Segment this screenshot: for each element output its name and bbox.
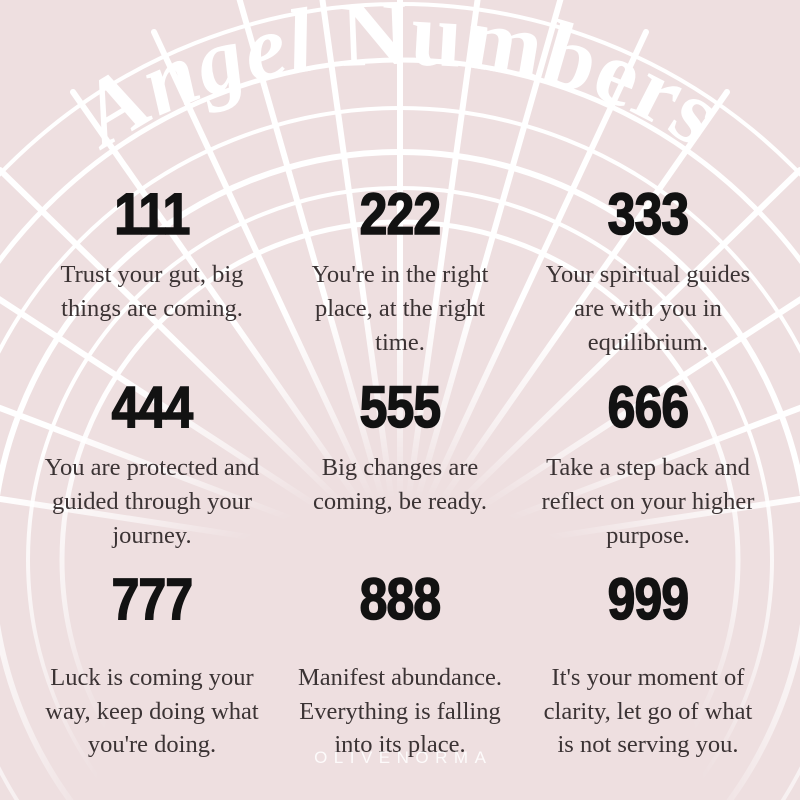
angel-number-cell: 444 You are protected and guided through… xyxy=(32,359,272,552)
angel-number-value: 555 xyxy=(359,375,442,441)
angel-number-cell: 777 Luck is coming your way, keep doing … xyxy=(32,553,272,762)
angel-number-value: 999 xyxy=(607,566,690,632)
angel-number-value: 888 xyxy=(359,566,442,632)
angel-number-cell: 999 It's your moment of clarity, let go … xyxy=(528,553,768,762)
angel-number-meaning: Take a step back and reflect on your hig… xyxy=(541,454,755,549)
angel-number-grid: 111 Trust your gut, big things are comin… xyxy=(32,182,768,762)
angel-number-value: 777 xyxy=(111,566,194,632)
poster-title: Angel Numbers xyxy=(0,0,800,200)
angel-number-cell: 333 Your spiritual guides are with you i… xyxy=(528,182,768,359)
angel-number-meaning: Trust your gut, big things are coming. xyxy=(60,261,244,322)
angel-number-meaning: You are protected and guided through you… xyxy=(44,454,260,549)
angel-number-cell: 888 Manifest abundance. Everything is fa… xyxy=(280,553,520,762)
angel-number-meaning: Manifest abundance. Everything is fallin… xyxy=(297,663,503,759)
angel-number-cell: 222 You're in the right place, at the ri… xyxy=(280,182,520,359)
title-word-numbers: Numbers xyxy=(339,0,740,166)
angel-number-cell: 555 Big changes are coming, be ready. xyxy=(280,359,520,552)
angel-number-cell: 111 Trust your gut, big things are comin… xyxy=(32,182,272,359)
angel-number-meaning: Luck is coming your way, keep doing what… xyxy=(45,663,259,759)
angel-number-value: 111 xyxy=(114,182,191,247)
angel-number-value: 333 xyxy=(607,182,690,247)
title-word-angel: Angel xyxy=(58,0,322,168)
angel-number-meaning: It's your moment of clarity, let go of w… xyxy=(543,663,753,759)
brand-logo: OLIVENORMA xyxy=(314,748,493,767)
angel-number-value: 444 xyxy=(111,375,194,441)
angel-number-meaning: You're in the right place, at the right … xyxy=(311,261,489,356)
angel-number-meaning: Big changes are coming, be ready. xyxy=(313,454,487,516)
angel-number-value: 666 xyxy=(607,375,690,441)
angel-number-cell: 666 Take a step back and reflect on your… xyxy=(528,359,768,552)
svg-text:Angel Numbers: Angel Numbers xyxy=(58,0,741,168)
angel-number-value: 222 xyxy=(359,182,442,247)
angel-number-meaning: Your spiritual guides are with you in eq… xyxy=(545,261,751,356)
